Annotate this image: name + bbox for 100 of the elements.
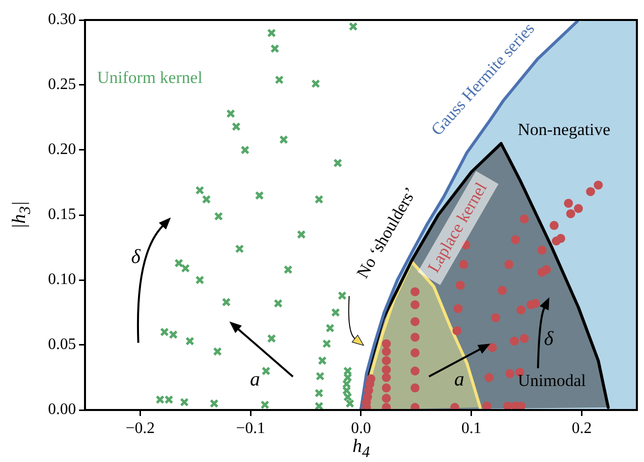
point [542, 265, 551, 274]
point [410, 332, 420, 342]
text: Uniform kernel [97, 68, 203, 87]
point [410, 366, 420, 376]
point [552, 236, 561, 246]
point [456, 280, 465, 290]
point [382, 394, 391, 403]
point [195, 186, 204, 195]
x-axis-title: h$_{4}$ [352, 436, 370, 462]
point [156, 395, 165, 404]
point [232, 122, 241, 132]
point [180, 398, 189, 407]
point [314, 402, 324, 410]
point [564, 198, 573, 208]
point [410, 317, 420, 326]
point [274, 298, 283, 308]
annotation: δ [131, 246, 142, 268]
point [516, 305, 526, 314]
point [314, 194, 324, 204]
point [520, 214, 529, 224]
y-tick-label: 0.00 [48, 401, 76, 418]
point [488, 343, 497, 352]
x-tick-label: −0.2 [126, 420, 155, 437]
point [594, 180, 603, 190]
point [260, 400, 270, 410]
y-tick-label: 0.25 [48, 76, 76, 94]
point [520, 334, 529, 343]
point [410, 402, 420, 410]
point [311, 79, 320, 88]
x-tick-label: 0.2 [572, 420, 592, 437]
point [164, 395, 174, 404]
annotation: δ [544, 328, 554, 350]
point [185, 336, 194, 346]
point [566, 209, 576, 218]
point [550, 220, 559, 230]
point [504, 260, 514, 269]
point [348, 22, 358, 31]
point [410, 383, 420, 392]
annotation: a [250, 368, 260, 390]
point [586, 187, 596, 196]
x-tick-label: −0.1 [236, 420, 266, 437]
point [254, 191, 264, 200]
point [174, 258, 184, 268]
y-tick-label: 0.10 [48, 271, 76, 288]
point [274, 75, 284, 84]
x-tick-label: 0.1 [461, 420, 482, 437]
point [366, 374, 376, 384]
point [279, 135, 288, 144]
series-label: Non-negative [518, 120, 610, 139]
point [491, 313, 500, 322]
point [214, 212, 224, 221]
point [482, 402, 492, 410]
point [314, 388, 324, 398]
point [160, 328, 169, 336]
annotation: Unimodal [518, 370, 586, 390]
point [326, 324, 335, 333]
point [240, 146, 250, 154]
point [454, 304, 463, 314]
point [452, 326, 462, 336]
point [195, 276, 204, 284]
point [316, 372, 325, 381]
point [382, 373, 391, 382]
x-tick-label: 0.0 [350, 420, 371, 437]
annotation: a [454, 368, 464, 390]
point [296, 230, 306, 239]
point [318, 356, 327, 366]
point [450, 402, 460, 410]
point [382, 383, 391, 392]
point [210, 399, 219, 408]
point [235, 244, 244, 254]
point [510, 235, 520, 244]
point [382, 365, 391, 374]
point [270, 44, 280, 54]
y-tick-label: 0.15 [48, 206, 76, 224]
point [222, 298, 231, 307]
point [226, 109, 236, 118]
point [410, 300, 420, 310]
point [382, 356, 391, 366]
point [202, 194, 211, 204]
point [267, 334, 276, 343]
point [505, 369, 514, 378]
point [410, 287, 420, 296]
point [180, 264, 190, 273]
point [382, 402, 391, 410]
point [338, 291, 347, 300]
point [322, 339, 332, 348]
point [574, 204, 583, 213]
point [333, 158, 342, 168]
point [331, 308, 340, 317]
point [262, 366, 271, 376]
point [382, 347, 391, 356]
point [382, 339, 391, 348]
point [267, 28, 276, 38]
point [510, 336, 519, 346]
y-tick-label: 0.20 [48, 141, 76, 158]
point [484, 373, 494, 382]
y-tick-label: 0.05 [48, 336, 76, 354]
point [537, 246, 546, 255]
y-tick-label: 0.30 [48, 11, 76, 28]
point [410, 348, 420, 358]
